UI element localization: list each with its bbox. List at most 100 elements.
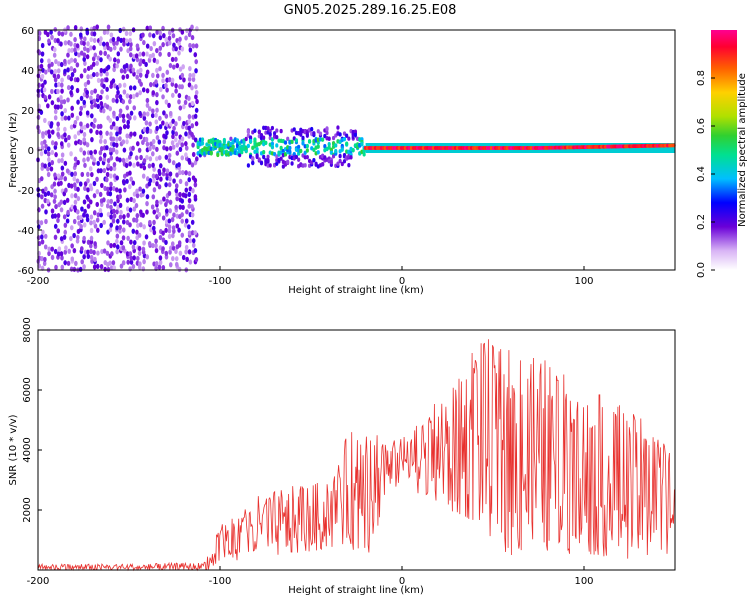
spectrogram-cell: [147, 241, 152, 247]
spectrogram-cell: [59, 94, 63, 101]
spectrogram-cell: [131, 263, 136, 270]
spectrogram-cell: [121, 113, 126, 119]
spectrogram-cell: [174, 188, 179, 194]
spectrogram-cell: [95, 60, 99, 66]
colorbar-ticks: 0.0 0.2 0.4 0.6 0.8: [696, 70, 715, 278]
spectrogram-cell: [157, 168, 162, 174]
spectrogram-cell: [148, 177, 153, 184]
spectrogram-cell: [69, 31, 73, 37]
spectrogram-cell: [115, 225, 119, 231]
spectrogram-cell: [46, 103, 50, 109]
spectrogram-cell: [185, 209, 189, 215]
spectrogram-cell: [174, 261, 179, 268]
spectrogram-cell: [39, 220, 44, 226]
spectrogram-cell: [112, 141, 116, 148]
spectrogram-cell: [64, 187, 68, 193]
spectrogram-cell: [137, 245, 142, 252]
spectrogram-cell: [40, 73, 45, 80]
spectrogram-cell: [155, 146, 159, 152]
spectrogram-cell: [194, 84, 198, 90]
spectrogram-cell: [37, 30, 42, 36]
spectrogram-cell: [132, 191, 137, 197]
spectrogram-cell: [56, 217, 60, 224]
spectrogram-cell: [174, 83, 178, 89]
spectrogram-cell: [168, 171, 173, 177]
spectrogram-cell: [325, 130, 329, 136]
spectrogram-cell: [82, 157, 86, 163]
spectrogram-cell: [174, 248, 178, 255]
spectrogram-cell: [171, 33, 176, 39]
spectrogram-cell: [108, 106, 112, 112]
spectrogram-cell: [178, 146, 183, 152]
spectrogram-cell: [132, 206, 137, 212]
spectrogram-cell: [142, 158, 147, 164]
spectrogram-cell: [46, 146, 51, 152]
spectrogram-cell: [112, 40, 116, 46]
spectrogram-cell: [46, 151, 51, 157]
spectrogram-cell: [50, 208, 55, 214]
spectrogram-cell: [157, 139, 162, 145]
spectrogram-cell: [56, 228, 61, 234]
spectrogram-cell: [88, 166, 93, 172]
spectrogram-cell: [184, 141, 188, 147]
spectrogram-cell: [75, 209, 80, 215]
spectrogram-cell: [138, 51, 142, 57]
spectrogram-cell: [86, 178, 90, 184]
spectrogram-cell: [268, 163, 272, 168]
spectrogram-cell: [154, 243, 158, 249]
spectrogram-cell: [190, 131, 194, 138]
spectrogram-cell: [152, 261, 156, 267]
spectrogram-cell: [316, 150, 320, 155]
spectrogram-cell: [325, 126, 329, 131]
spectrogram-cell: [138, 186, 142, 192]
spectrogram-cell: [129, 110, 134, 116]
spectrogram-cell: [158, 255, 163, 261]
spectrogram-cell: [139, 163, 143, 169]
spectrogram-cell: [158, 234, 163, 241]
spectrogram-cell: [96, 77, 101, 84]
spectrogram-cell: [184, 218, 189, 224]
spectrogram-cell: [154, 119, 159, 125]
spectrogram-cell: [161, 215, 166, 221]
spectrogram-cell: [151, 194, 156, 200]
spectrogram-cell: [165, 146, 169, 152]
spectrogram-cell: [50, 254, 55, 261]
spectrogram-cell: [188, 72, 192, 79]
spectrogram-cell: [102, 248, 107, 254]
spectrogram-cell: [72, 182, 77, 188]
spectrogram-cell: [185, 237, 189, 244]
spectrogram-cell: [63, 126, 67, 132]
spectrogram-cell: [142, 259, 146, 265]
spectrogram-cell: [78, 181, 83, 187]
spectrogram-cell: [109, 181, 113, 187]
spectrogram-cell: [60, 31, 65, 37]
spectrogram-cell: [135, 92, 139, 98]
spectrogram-cell: [161, 230, 165, 236]
spectrogram-cell: [52, 181, 57, 187]
spectrogram-cell: [66, 25, 70, 31]
spectrogram-cell: [187, 203, 192, 209]
spectrogram-cell: [187, 82, 192, 88]
spectrogram-cell: [118, 157, 122, 163]
spectrogram-cell: [118, 228, 122, 234]
spectrogram-cell: [149, 141, 153, 147]
spectrogram-cell: [73, 171, 78, 177]
spectrogram-cell: [59, 236, 64, 242]
spectrogram-cell: [116, 218, 120, 224]
spectrogram-cell: [111, 78, 116, 84]
spectrogram-cell: [178, 105, 183, 111]
spectrogram-cell: [96, 103, 101, 109]
spectrogram-cell: [134, 202, 139, 209]
spectrogram-cell: [109, 265, 114, 271]
spectrogram-cell: [161, 246, 165, 252]
spectrogram-cell: [86, 41, 90, 47]
spectrogram-y-tick-label: -20: [18, 186, 34, 197]
spectrogram-cell: [57, 30, 61, 37]
spectrogram-cell: [305, 143, 309, 149]
spectrogram-cell: [105, 177, 109, 183]
spectrogram-x-ticks: -200 -100 0 100: [27, 266, 594, 287]
spectrogram-cell: [147, 106, 152, 112]
spectrogram-cell: [46, 166, 50, 172]
spectrogram-cell: [259, 160, 264, 166]
spectrogram-cell: [66, 142, 71, 148]
